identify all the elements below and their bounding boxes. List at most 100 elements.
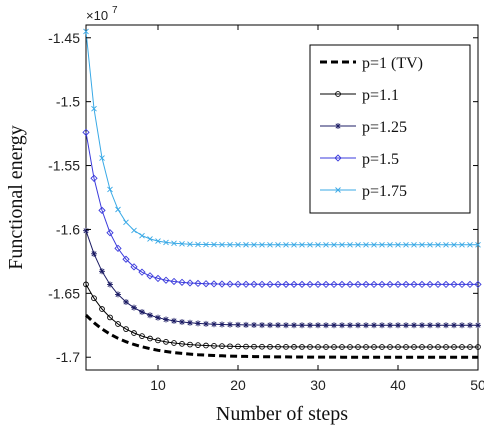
ticks-layer: 10 20 30 40 50 -1.45 -1.5 -1.55 -1.6 -1.65 -1.7 — [48, 25, 484, 393]
star-marker — [267, 322, 273, 329]
star-marker — [163, 316, 169, 323]
star-marker — [335, 123, 341, 129]
x-marker — [235, 241, 241, 248]
star-marker — [139, 308, 145, 315]
y-exponent-power: 7 — [112, 5, 118, 16]
diamond-marker — [194, 279, 202, 288]
diamond-marker — [282, 280, 290, 289]
circle-marker — [83, 281, 89, 288]
x-marker — [91, 105, 97, 112]
circle-marker — [371, 344, 377, 350]
circle-marker — [475, 344, 481, 350]
x-marker — [243, 241, 249, 248]
plot-area: 10 20 30 40 50 -1.45 -1.5 -1.55 -1.6 -1.65 -1.7 — [48, 24, 484, 393]
x-tick-label: 20 — [230, 377, 246, 393]
x-marker — [339, 241, 345, 248]
star-marker — [131, 304, 137, 311]
x-marker — [307, 241, 313, 248]
circle-marker — [243, 343, 249, 350]
diamond-marker — [338, 280, 346, 289]
diamond-marker — [450, 280, 458, 289]
legend-entry: p=1 (TV) — [320, 55, 423, 72]
x-marker — [259, 241, 265, 248]
star-marker — [291, 322, 297, 329]
circle-marker — [307, 344, 313, 350]
circle-marker — [347, 344, 353, 350]
x-marker — [211, 241, 217, 248]
circle-marker — [427, 344, 433, 350]
diamond-marker — [98, 206, 106, 215]
x-marker — [435, 241, 441, 248]
star-marker — [315, 322, 321, 329]
x-marker — [203, 241, 209, 248]
diamond-marker — [106, 229, 114, 237]
x-marker — [171, 240, 177, 247]
x-marker — [267, 241, 273, 248]
series-line — [85, 132, 478, 285]
star-marker — [275, 322, 281, 329]
star-marker — [475, 322, 481, 329]
diamond-marker — [474, 280, 482, 289]
star-marker — [459, 322, 465, 329]
circle-marker — [195, 342, 201, 348]
diamond-marker — [266, 280, 274, 288]
star-marker — [411, 322, 417, 329]
y-exponent-label: ×10 7 — [86, 5, 118, 23]
x-marker — [379, 241, 385, 248]
x-marker — [187, 241, 193, 247]
x-marker — [283, 241, 289, 248]
circle-marker — [335, 91, 341, 97]
diamond-marker — [458, 280, 466, 289]
x-marker — [323, 241, 329, 248]
diamond-marker — [362, 280, 370, 289]
x-marker — [347, 241, 353, 248]
x-marker — [299, 241, 305, 248]
x-marker — [219, 241, 225, 248]
star-marker — [299, 322, 305, 329]
series-0 — [84, 314, 478, 359]
diamond-marker — [426, 280, 434, 289]
diamond-marker — [334, 154, 342, 162]
series-line — [85, 31, 478, 246]
x-marker — [163, 239, 169, 246]
circle-marker — [235, 343, 241, 350]
star-marker — [243, 321, 249, 328]
circle-marker — [259, 343, 265, 350]
diamond-marker — [314, 280, 322, 289]
diamond-marker — [370, 280, 378, 289]
diamond-marker — [378, 280, 386, 289]
diamond-marker — [82, 128, 90, 136]
circle-marker — [299, 344, 305, 350]
circle-marker — [355, 344, 361, 350]
legend-label: p=1.1 — [362, 87, 399, 104]
circle-marker — [187, 341, 193, 348]
star-marker — [443, 322, 449, 329]
star-marker — [347, 322, 353, 329]
diamond-marker — [114, 244, 122, 252]
diamond-marker — [322, 280, 330, 289]
y-tick-label: -1.6 — [56, 221, 80, 237]
circle-marker — [331, 344, 337, 350]
x-marker — [451, 241, 457, 248]
diamond-marker — [218, 280, 226, 288]
legend-label: p=1.5 — [362, 151, 399, 168]
diamond-marker — [170, 277, 178, 286]
diamond-marker — [234, 280, 242, 288]
x-marker — [291, 241, 297, 248]
y-axis-label: Functional energy — [5, 125, 27, 270]
series-layer — [82, 28, 482, 359]
circle-marker — [459, 344, 465, 350]
diamond-marker — [466, 280, 474, 289]
series-line — [84, 314, 478, 359]
series-line — [85, 284, 478, 348]
x-marker — [315, 241, 321, 248]
legend-label: p=1.75 — [362, 183, 407, 200]
star-marker — [331, 322, 337, 329]
diamond-marker — [290, 280, 298, 289]
star-marker — [107, 281, 113, 288]
x-marker — [147, 236, 153, 242]
star-marker — [123, 298, 129, 305]
x-marker — [99, 155, 105, 161]
axes-box — [85, 24, 479, 371]
